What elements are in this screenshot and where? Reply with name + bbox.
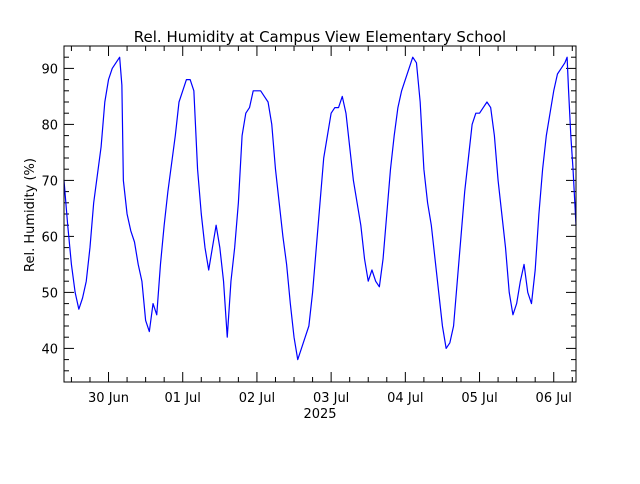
- y-tick-label: 60: [41, 230, 58, 245]
- x-axis-ticks: 30 Jun 01 Jul 02 Jul 03 Jul 04 Jul 05 Jul 06 J…: [70, 46, 573, 406]
- y-axis-label: Rel. Humidity (%): [23, 158, 38, 272]
- x-axis-label: 2025: [303, 407, 336, 422]
- series-group: [63, 56, 577, 361]
- x-tick-label: 06 Jul: [536, 391, 572, 406]
- y-tick-label: 70: [41, 174, 58, 189]
- y-tick-label: 50: [41, 286, 58, 301]
- x-tick-label: 05 Jul: [461, 391, 497, 406]
- humidity-series-line: [63, 56, 577, 361]
- x-tick-label: 30 Jun: [88, 391, 129, 406]
- x-tick-label: 02 Jul: [239, 391, 275, 406]
- y-tick-label: 80: [41, 118, 58, 133]
- x-tick-label: 04 Jul: [387, 391, 423, 406]
- x-tick-label: 01 Jul: [165, 391, 201, 406]
- plot-frame: [63, 45, 577, 383]
- y-axis-ticks: 40 50 60 70 80 90: [41, 45, 576, 372]
- y-tick-label: 40: [41, 342, 58, 357]
- y-tick-label: 90: [41, 62, 58, 77]
- chart-title: Rel. Humidity at Campus View Elementary …: [134, 28, 506, 46]
- x-tick-label: 03 Jul: [313, 391, 349, 406]
